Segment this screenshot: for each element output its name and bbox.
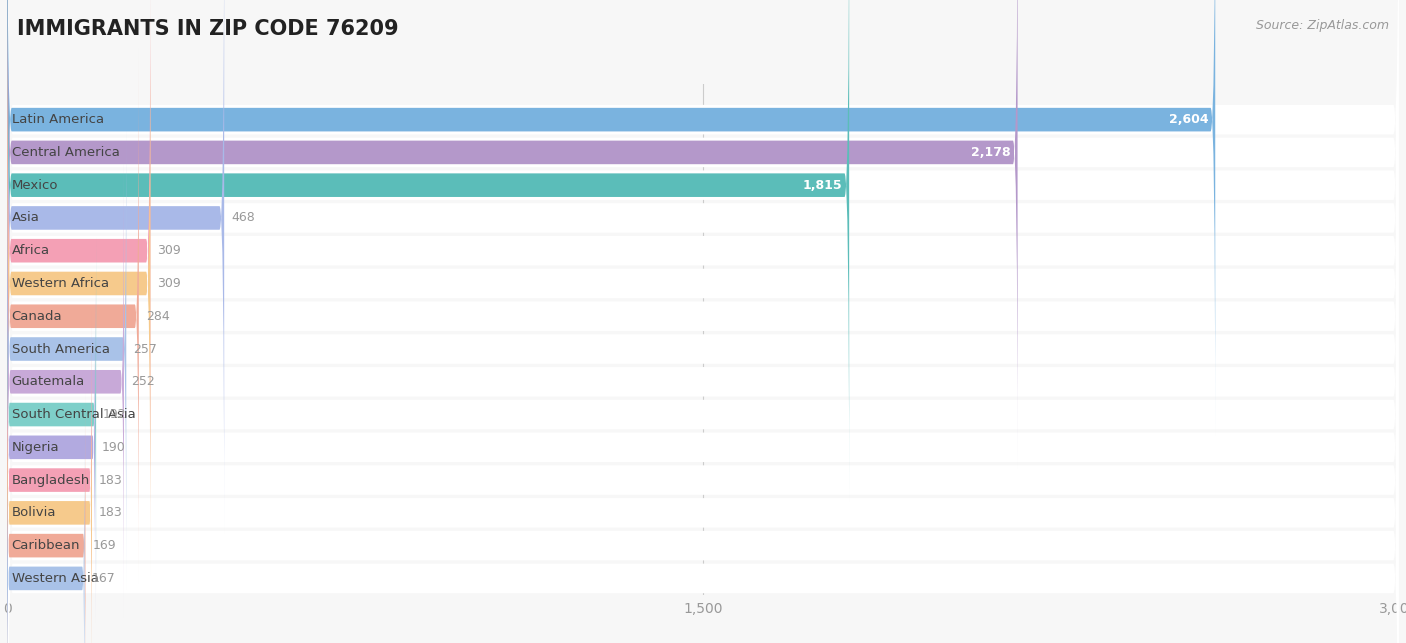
FancyBboxPatch shape (7, 0, 1399, 597)
FancyBboxPatch shape (7, 0, 224, 534)
FancyBboxPatch shape (7, 49, 139, 584)
Text: Latin America: Latin America (11, 113, 104, 126)
Text: Bolivia: Bolivia (11, 506, 56, 520)
FancyBboxPatch shape (7, 0, 1399, 498)
FancyBboxPatch shape (7, 0, 1399, 564)
Text: Guatemala: Guatemala (11, 376, 84, 388)
FancyBboxPatch shape (7, 0, 1399, 643)
FancyBboxPatch shape (7, 312, 91, 643)
Text: IMMIGRANTS IN ZIP CODE 76209: IMMIGRANTS IN ZIP CODE 76209 (17, 19, 398, 39)
Text: 2,604: 2,604 (1168, 113, 1208, 126)
Text: Western Africa: Western Africa (11, 277, 108, 290)
FancyBboxPatch shape (7, 0, 1018, 468)
Text: 167: 167 (91, 572, 115, 585)
FancyBboxPatch shape (7, 3, 1399, 643)
FancyBboxPatch shape (7, 238, 96, 592)
Text: Source: ZipAtlas.com: Source: ZipAtlas.com (1256, 19, 1389, 32)
FancyBboxPatch shape (7, 36, 1399, 643)
Text: 257: 257 (134, 343, 157, 356)
Text: Asia: Asia (11, 212, 39, 224)
FancyBboxPatch shape (7, 167, 1399, 643)
FancyBboxPatch shape (7, 0, 1399, 643)
Text: 190: 190 (103, 441, 127, 454)
Text: 309: 309 (157, 277, 181, 290)
Text: Western Asia: Western Asia (11, 572, 98, 585)
Text: 284: 284 (146, 310, 170, 323)
Text: Bangladesh: Bangladesh (11, 474, 90, 487)
FancyBboxPatch shape (7, 273, 96, 622)
FancyBboxPatch shape (7, 0, 849, 501)
Text: 183: 183 (98, 506, 122, 520)
Text: South Central Asia: South Central Asia (11, 408, 135, 421)
Text: Caribbean: Caribbean (11, 539, 80, 552)
Text: 2,178: 2,178 (972, 146, 1011, 159)
FancyBboxPatch shape (7, 69, 1399, 643)
FancyBboxPatch shape (7, 0, 1399, 531)
Text: 468: 468 (231, 212, 254, 224)
FancyBboxPatch shape (7, 0, 1399, 643)
FancyBboxPatch shape (7, 392, 86, 643)
FancyBboxPatch shape (7, 0, 1215, 435)
FancyBboxPatch shape (7, 0, 1399, 629)
FancyBboxPatch shape (7, 345, 91, 643)
Text: Mexico: Mexico (11, 179, 58, 192)
Text: Africa: Africa (11, 244, 49, 257)
Text: 309: 309 (157, 244, 181, 257)
Text: South America: South America (11, 343, 110, 356)
FancyBboxPatch shape (7, 146, 124, 618)
Text: 169: 169 (93, 539, 117, 552)
Text: 183: 183 (98, 474, 122, 487)
FancyBboxPatch shape (7, 0, 150, 543)
FancyBboxPatch shape (7, 134, 1399, 643)
Text: 1,815: 1,815 (803, 179, 842, 192)
FancyBboxPatch shape (7, 426, 84, 643)
FancyBboxPatch shape (7, 200, 1399, 643)
Text: Central America: Central America (11, 146, 120, 159)
Text: Nigeria: Nigeria (11, 441, 59, 454)
FancyBboxPatch shape (7, 108, 127, 590)
Text: 192: 192 (103, 408, 127, 421)
Text: 252: 252 (131, 376, 155, 388)
FancyBboxPatch shape (7, 0, 150, 575)
Text: Canada: Canada (11, 310, 62, 323)
FancyBboxPatch shape (7, 102, 1399, 643)
